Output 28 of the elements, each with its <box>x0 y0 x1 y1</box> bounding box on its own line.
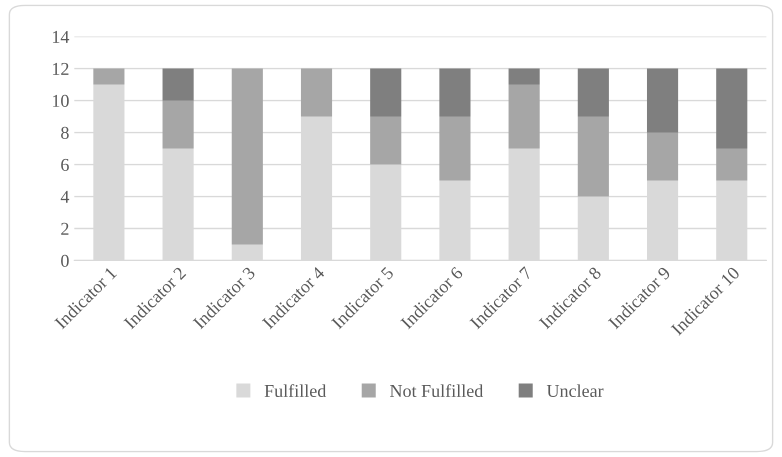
bar <box>646 132 678 181</box>
bar <box>370 116 402 165</box>
bar <box>162 100 194 149</box>
bar <box>508 84 540 149</box>
legend-label: Fulfilled <box>264 384 326 398</box>
bar <box>439 116 470 181</box>
y-tick-label: 0 <box>61 254 69 267</box>
y-tick-label: 4 <box>60 190 70 203</box>
legend-label: Not Fulfilled <box>390 384 484 398</box>
bar <box>232 68 263 244</box>
bar <box>300 68 332 117</box>
y-tick-label: 10 <box>52 94 69 107</box>
y-tick-label: 8 <box>61 126 69 139</box>
bar <box>162 68 194 101</box>
y-tick-label: 12 <box>52 62 68 75</box>
bar <box>578 68 609 117</box>
y-tick-label: 2 <box>61 222 68 235</box>
y-tick-label: 6 <box>61 158 69 171</box>
y-tick-label: 14 <box>52 30 70 43</box>
bar <box>716 68 748 149</box>
bar <box>716 148 748 181</box>
bar <box>646 68 678 133</box>
bar <box>508 68 540 85</box>
bar <box>370 68 402 117</box>
bar <box>93 68 124 85</box>
bar <box>439 68 470 117</box>
legend-label: Unclear <box>546 384 604 398</box>
bar <box>578 116 609 197</box>
